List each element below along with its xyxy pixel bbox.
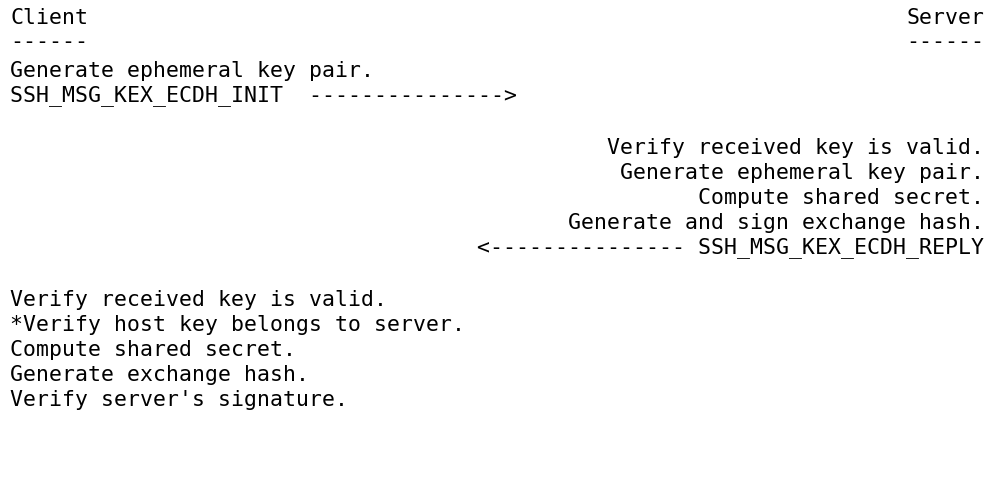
Text: Verify server's signature.: Verify server's signature. — [10, 390, 348, 410]
Text: *Verify host key belongs to server.: *Verify host key belongs to server. — [10, 315, 465, 335]
Text: Generate ephemeral key pair.: Generate ephemeral key pair. — [620, 163, 984, 183]
Text: Verify received key is valid.: Verify received key is valid. — [10, 290, 387, 310]
Text: Generate exchange hash.: Generate exchange hash. — [10, 365, 309, 385]
Text: ------: ------ — [10, 32, 88, 52]
Text: Generate ephemeral key pair.: Generate ephemeral key pair. — [10, 61, 374, 81]
Text: Compute shared secret.: Compute shared secret. — [10, 340, 296, 360]
Text: SSH_MSG_KEX_ECDH_INIT  --------------->: SSH_MSG_KEX_ECDH_INIT ---------------> — [10, 85, 517, 107]
Text: Client: Client — [10, 8, 88, 28]
Text: <--------------- SSH_MSG_KEX_ECDH_REPLY: <--------------- SSH_MSG_KEX_ECDH_REPLY — [477, 238, 984, 258]
Text: Server: Server — [906, 8, 984, 28]
Text: Verify received key is valid.: Verify received key is valid. — [607, 138, 984, 158]
Text: Generate and sign exchange hash.: Generate and sign exchange hash. — [568, 213, 984, 233]
Text: ------: ------ — [906, 32, 984, 52]
Text: Compute shared secret.: Compute shared secret. — [698, 188, 984, 208]
